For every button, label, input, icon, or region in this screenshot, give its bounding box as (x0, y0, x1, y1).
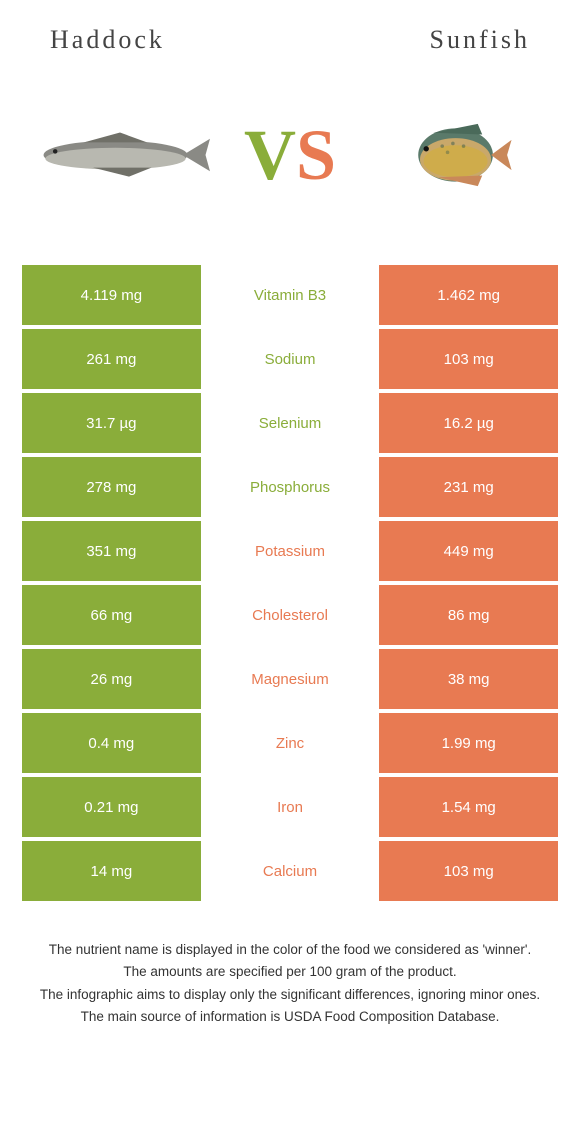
left-value: 261 mg (22, 329, 201, 389)
vs-s: S (296, 119, 336, 191)
right-value: 103 mg (379, 329, 558, 389)
left-value: 0.4 mg (22, 713, 201, 773)
table-row: 26 mgMagnesium38 mg (22, 649, 558, 709)
table-row: 261 mgSodium103 mg (22, 329, 558, 389)
nutrient-label: Potassium (201, 521, 380, 581)
table-row: 31.7 µgSelenium16.2 µg (22, 393, 558, 453)
left-food-title: Haddock (50, 25, 165, 55)
nutrient-label: Magnesium (201, 649, 380, 709)
left-value: 31.7 µg (22, 393, 201, 453)
table-row: 0.21 mgIron1.54 mg (22, 777, 558, 837)
right-value: 449 mg (379, 521, 558, 581)
table-row: 66 mgCholesterol86 mg (22, 585, 558, 645)
nutrient-table: 4.119 mgVitamin B31.462 mg261 mgSodium10… (0, 265, 580, 901)
nutrient-label: Sodium (201, 329, 380, 389)
right-value: 231 mg (379, 457, 558, 517)
left-value: 278 mg (22, 457, 201, 517)
table-row: 4.119 mgVitamin B31.462 mg (22, 265, 558, 325)
footer-line-2: The amounts are specified per 100 gram o… (30, 962, 550, 982)
right-value: 1.462 mg (379, 265, 558, 325)
footer-notes: The nutrient name is displayed in the co… (0, 905, 580, 1027)
left-value: 351 mg (22, 521, 201, 581)
right-value: 1.99 mg (379, 713, 558, 773)
table-row: 14 mgCalcium103 mg (22, 841, 558, 901)
hero-section: V S (0, 65, 580, 265)
right-value: 16.2 µg (379, 393, 558, 453)
left-value: 14 mg (22, 841, 201, 901)
vs-v: V (244, 119, 296, 191)
right-value: 103 mg (379, 841, 558, 901)
nutrient-label: Calcium (201, 841, 380, 901)
sunfish-image (370, 110, 550, 200)
left-value: 26 mg (22, 649, 201, 709)
nutrient-label: Zinc (201, 713, 380, 773)
haddock-image (30, 110, 210, 200)
table-row: 0.4 mgZinc1.99 mg (22, 713, 558, 773)
nutrient-label: Phosphorus (201, 457, 380, 517)
footer-line-1: The nutrient name is displayed in the co… (30, 940, 550, 960)
footer-line-3: The infographic aims to display only the… (30, 985, 550, 1005)
left-value: 0.21 mg (22, 777, 201, 837)
nutrient-label: Cholesterol (201, 585, 380, 645)
right-value: 38 mg (379, 649, 558, 709)
vs-label: V S (244, 119, 336, 191)
table-row: 278 mgPhosphorus231 mg (22, 457, 558, 517)
right-value: 1.54 mg (379, 777, 558, 837)
nutrient-label: Iron (201, 777, 380, 837)
footer-line-4: The main source of information is USDA F… (30, 1007, 550, 1027)
left-value: 66 mg (22, 585, 201, 645)
table-row: 351 mgPotassium449 mg (22, 521, 558, 581)
nutrient-label: Vitamin B3 (201, 265, 380, 325)
right-value: 86 mg (379, 585, 558, 645)
header: Haddock Sunfish (0, 0, 580, 65)
nutrient-label: Selenium (201, 393, 380, 453)
right-food-title: Sunfish (430, 25, 530, 55)
left-value: 4.119 mg (22, 265, 201, 325)
